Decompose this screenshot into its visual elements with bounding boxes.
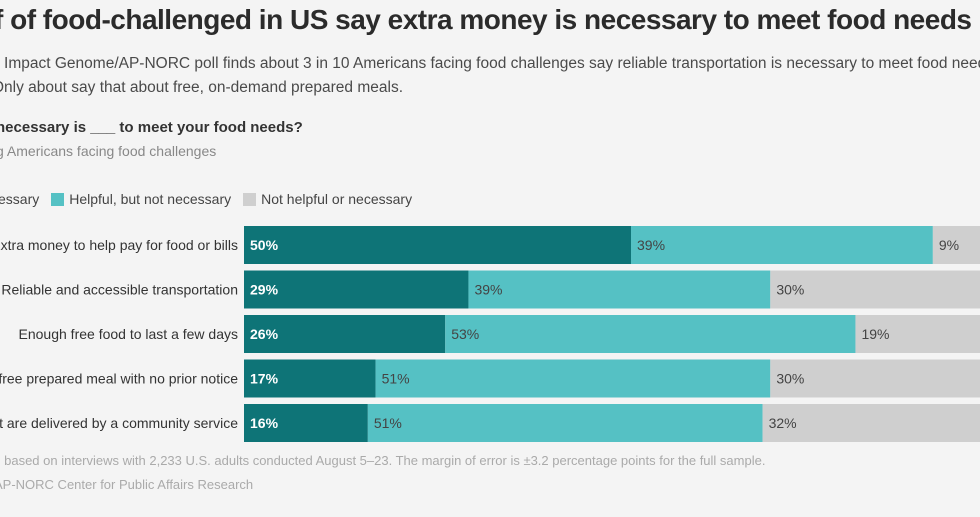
- footnote: s based on interviews with 2,233 U.S. ad…: [0, 453, 766, 468]
- category-label: A free prepared meal with no prior notic…: [0, 371, 238, 387]
- chart-subtitle: y Impact Genome/AP-NORC poll finds about…: [0, 55, 980, 96]
- legend-item-necessary: essary: [0, 191, 39, 207]
- category-label: Enough free food to last a few days: [19, 326, 238, 342]
- bar-segment-necessary: [244, 404, 368, 442]
- bar-segment-not-helpful: [762, 404, 980, 442]
- bar-segment-helpful: [375, 359, 771, 398]
- legend-swatch-helpful: [51, 192, 65, 206]
- data-label-necessary: 29%: [250, 282, 279, 298]
- legend-swatch-not-helpful: [243, 192, 257, 206]
- survey-population: g Americans facing food challenges: [0, 143, 217, 159]
- data-label-helpful: 39%: [474, 282, 502, 298]
- bar-segment-not-helpful: [932, 226, 980, 264]
- legend-item-not-helpful: Not helpful or necessary: [243, 191, 412, 207]
- data-label-not-helpful: 32%: [769, 415, 797, 431]
- data-label-necessary: 50%: [250, 237, 279, 253]
- bar-segment-necessary: [244, 315, 446, 353]
- bar-segment-not-helpful: [770, 359, 980, 398]
- category-label: Extra money to help pay for food or bill…: [0, 237, 238, 253]
- legend-label-necessary: essary: [0, 191, 40, 207]
- source-line: AP-NORC Center for Public Affairs Resear…: [0, 477, 254, 492]
- category-label: s that are delivered by a community serv…: [0, 415, 238, 431]
- chart-title: f of food-challenged in US say extra mon…: [0, 4, 972, 35]
- data-label-not-helpful: 9%: [939, 237, 959, 253]
- data-label-not-helpful: 30%: [776, 371, 804, 387]
- bar-segment-not-helpful: [770, 270, 980, 309]
- data-label-helpful: 39%: [637, 237, 665, 253]
- data-label-not-helpful: 30%: [776, 282, 804, 298]
- bar-segment-helpful: [367, 404, 763, 442]
- legend: essary Helpful, but not necessary Not he…: [0, 189, 424, 209]
- bar-segment-necessary: [244, 359, 376, 398]
- data-label-helpful: 51%: [374, 415, 402, 431]
- data-label-necessary: 17%: [250, 371, 279, 387]
- bar-segment-helpful: [468, 270, 771, 309]
- data-label-helpful: 51%: [382, 371, 410, 387]
- category-label: Reliable and accessible transportation: [1, 282, 238, 298]
- bar-segment-necessary: [244, 226, 631, 264]
- bar-segment-helpful: [445, 315, 856, 353]
- data-label-necessary: 16%: [250, 415, 279, 431]
- legend-item-helpful: Helpful, but not necessary: [51, 191, 231, 207]
- legend-label-not-helpful: Not helpful or necessary: [261, 191, 413, 207]
- data-label-necessary: 26%: [250, 326, 279, 342]
- bar-segment-necessary: [244, 270, 469, 309]
- data-label-not-helpful: 19%: [861, 326, 889, 342]
- data-label-helpful: 53%: [451, 326, 479, 342]
- bar-segment-helpful: [631, 226, 933, 264]
- bar-segment-not-helpful: [855, 315, 980, 353]
- legend-label-helpful: Helpful, but not necessary: [69, 191, 232, 207]
- survey-question: necessary is ___ to meet your food needs…: [0, 119, 303, 136]
